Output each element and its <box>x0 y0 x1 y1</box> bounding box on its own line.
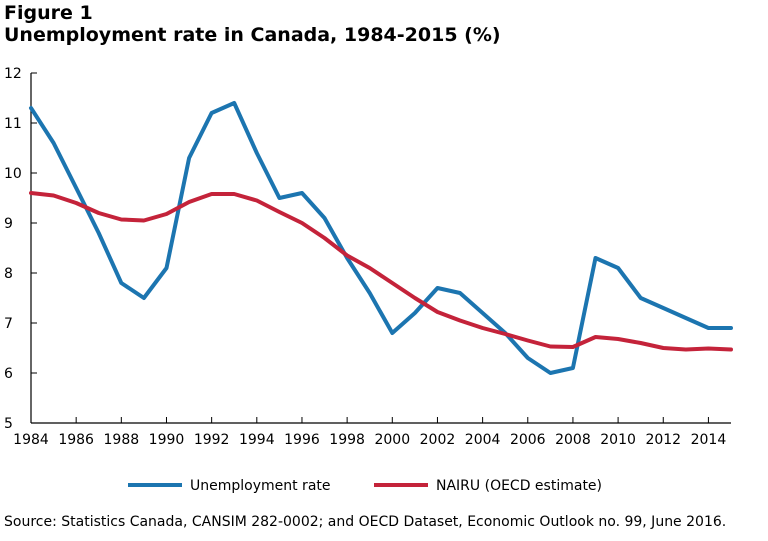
y-tick-label: 8 <box>4 266 13 282</box>
y-tick-label: 11 <box>4 116 22 132</box>
x-tick-label: 2000 <box>374 432 410 448</box>
chart-title: Unemployment rate in Canada, 1984-2015 (… <box>4 24 501 46</box>
legend: Unemployment rate NAIRU (OECD estimate) <box>128 478 602 494</box>
x-tick-label: 2010 <box>600 432 636 448</box>
y-tick-label: 9 <box>4 216 13 232</box>
x-tick-label: 2006 <box>510 432 546 448</box>
x-tick-label: 1992 <box>194 432 230 448</box>
x-tick-label: 2014 <box>691 432 727 448</box>
y-tick-label: 6 <box>4 366 13 382</box>
x-tick-label: 2012 <box>645 432 681 448</box>
x-tick-label: 1994 <box>239 432 275 448</box>
series-line-nairu-oecd-estimate <box>29 191 733 352</box>
x-tick-label: 1988 <box>104 432 140 448</box>
legend-label: Unemployment rate <box>190 478 331 494</box>
x-axis-ticks: 1984 1986 1988 1990 1992 1994 1996 1998 2000 2002… <box>13 417 726 448</box>
y-tick-label: 10 <box>4 166 22 182</box>
x-tick-label: 1986 <box>58 432 94 448</box>
series-line-unemployment-rate <box>29 101 733 375</box>
source-note: Source: Statistics Canada, CANSIM 282-00… <box>4 514 727 530</box>
x-tick-label: 1998 <box>329 432 365 448</box>
y-axis-ticks: 5 6 7 8 9 10 11 12 <box>4 66 37 432</box>
y-tick-label: 5 <box>4 416 13 432</box>
x-tick-label: 1996 <box>284 432 320 448</box>
legend-label: NAIRU (OECD estimate) <box>436 478 602 494</box>
y-tick-label: 12 <box>4 66 22 82</box>
figure-label: Figure 1 <box>4 2 93 24</box>
x-tick-label: 2008 <box>555 432 591 448</box>
x-tick-label: 2004 <box>465 432 501 448</box>
series-lines <box>29 101 733 375</box>
x-tick-label: 1990 <box>149 432 185 448</box>
x-tick-label: 2002 <box>420 432 456 448</box>
y-tick-label: 7 <box>4 316 13 332</box>
x-tick-label: 1984 <box>13 432 49 448</box>
